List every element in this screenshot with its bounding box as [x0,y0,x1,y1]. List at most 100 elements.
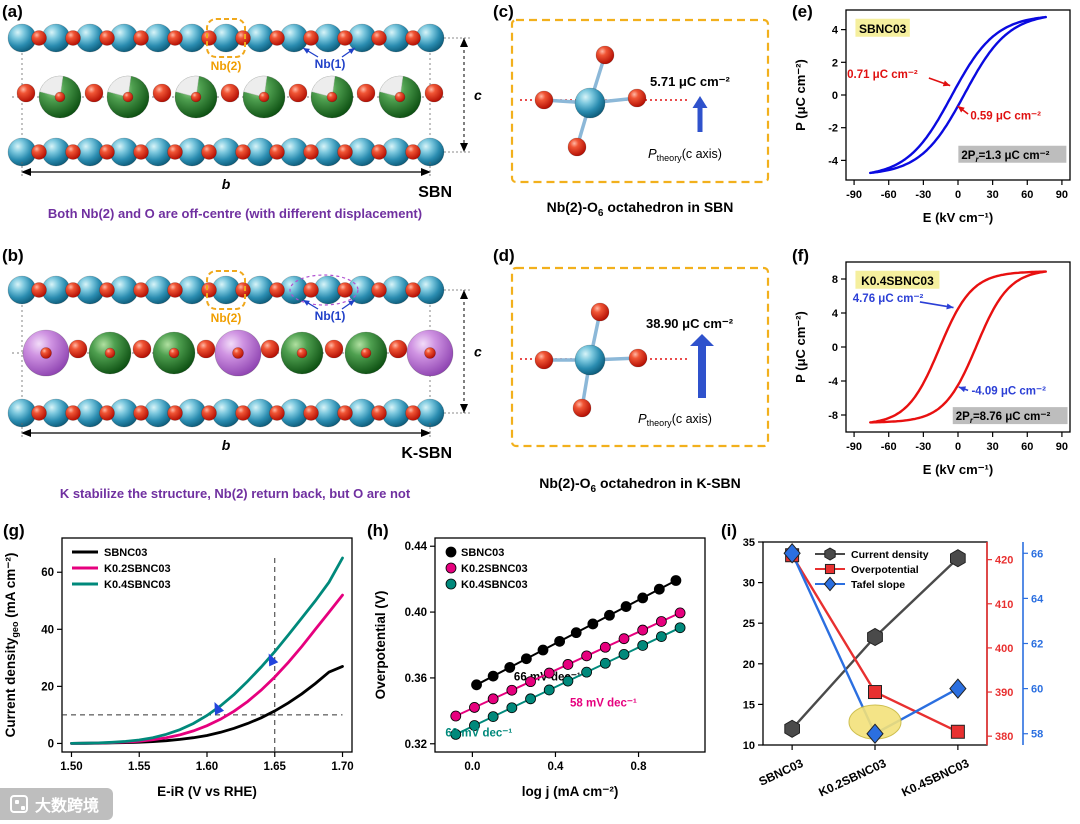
svg-text:62: 62 [1031,639,1043,651]
svg-text:E (kV cm⁻¹): E (kV cm⁻¹) [923,210,993,225]
svg-text:Both Nb(2) and O are off-centr: Both Nb(2) and O are off-centre (with di… [48,206,422,221]
svg-text:-8: -8 [828,410,838,422]
svg-text:0.8: 0.8 [631,761,648,773]
svg-text:0.4: 0.4 [547,761,564,773]
svg-text:-60: -60 [881,441,897,453]
svg-text:0.36: 0.36 [405,673,427,685]
svg-text:-60: -60 [881,189,897,201]
svg-text:0: 0 [48,738,54,750]
svg-text:Overpotential (V): Overpotential (V) [373,591,388,700]
svg-text:60: 60 [1021,189,1033,201]
comparison-chart: 10 15 20 25 30 35 380 390 400 410 420 58 60 62 64 66 SBN… [743,537,1044,800]
svg-text:0.32: 0.32 [405,739,427,751]
svg-text:P (μC cm⁻²): P (μC cm⁻²) [793,311,808,383]
svg-text:K-SBN: K-SBN [401,445,452,462]
svg-text:0: 0 [832,342,838,354]
panel-label-c: (c) [493,2,514,21]
svg-text:K0.4SBNC03: K0.4SBNC03 [899,756,971,800]
svg-text:SBNC03: SBNC03 [757,756,806,789]
svg-text:-30: -30 [915,189,931,201]
panel-label-f: (f) [792,246,809,265]
svg-text:90: 90 [1056,441,1068,453]
svg-text:400: 400 [995,643,1013,655]
svg-text:Ptheory(c axis): Ptheory(c axis) [638,411,712,428]
svg-text:38.90 μC cm⁻²: 38.90 μC cm⁻² [646,316,734,331]
svg-text:1.55: 1.55 [128,761,151,773]
svg-text:b: b [222,437,231,453]
svg-text:4.76 μC cm⁻²: 4.76 μC cm⁻² [853,293,924,305]
svg-text:64: 64 [1031,593,1044,605]
svg-text:60 mV dec⁻¹: 60 mV dec⁻¹ [445,727,512,739]
svg-text:-4.09 μC cm⁻²: -4.09 μC cm⁻² [971,386,1046,398]
svg-text:8: 8 [832,274,838,286]
svg-text:380: 380 [995,731,1013,743]
structure-diagram-sbn: Nb(2) Nb(1) c b SBN Both Nb(2) and O are off-… [7,18,482,221]
svg-text:60: 60 [1021,441,1033,453]
svg-text:20: 20 [41,681,54,693]
svg-text:SBNC03: SBNC03 [461,547,504,559]
panel-label-d: (d) [493,246,515,265]
octahedron-diagram-ksbn: 38.90 μC cm⁻² Ptheory(c axis) Nb(2)-O6 oct… [510,266,770,495]
svg-text:Current densitygeo (mA cm⁻²): Current densitygeo (mA cm⁻²) [3,553,20,738]
svg-text:Nb(2)-O6 octahedron in SBN: Nb(2)-O6 octahedron in SBN [547,199,734,219]
svg-text:log j (mA cm⁻²): log j (mA cm⁻²) [522,784,619,799]
svg-text:K0.4SBNC03: K0.4SBNC03 [861,274,934,288]
pe-loop-chart-sbnc03: -90 -60 -30 0 30 60 90 -4 -2 0 2 4 E (kV cm⁻¹) P (μC … [793,9,1071,225]
svg-text:2Pr=8.76 μC cm⁻²: 2Pr=8.76 μC cm⁻² [956,411,1051,425]
svg-text:30: 30 [987,189,999,201]
svg-text:K0.2SBNC03: K0.2SBNC03 [104,563,171,575]
svg-text:15: 15 [743,699,755,711]
svg-text:E (kV cm⁻¹): E (kV cm⁻¹) [923,462,993,477]
tafel-chart: 0.0 0.4 0.8 0.32 0.36 0.40 0.44 log j (mA cm⁻²)… [373,537,706,799]
svg-text:1.50: 1.50 [60,761,82,773]
pe-loop-chart-k04sbnc03: -90 -60 -30 0 30 60 90 -8 -4 0 4 8 E (kV cm⁻¹) P (μC … [793,261,1071,477]
svg-text:20: 20 [743,659,755,671]
svg-text:58 mV dec⁻¹: 58 mV dec⁻¹ [570,698,637,710]
svg-text:4: 4 [832,25,839,37]
svg-text:410: 410 [995,599,1013,611]
svg-text:0.44: 0.44 [405,541,428,553]
svg-text:-2: -2 [828,123,838,135]
panel-label-a: (a) [2,2,23,21]
svg-text:SBNC03: SBNC03 [859,22,907,36]
svg-text:Overpotential: Overpotential [851,564,919,576]
structure-diagram-ksbn: Nb(2) Nb(1) c b K-SBN K stabilize the structu… [7,270,482,501]
svg-text:5.71 μC cm⁻²: 5.71 μC cm⁻² [650,74,731,89]
svg-text:E-iR (V vs RHE): E-iR (V vs RHE) [157,784,257,799]
svg-text:2Pr=1.3 μC cm⁻²: 2Pr=1.3 μC cm⁻² [961,150,1049,164]
lsv-curve [70,556,344,745]
svg-text:1.65: 1.65 [264,761,287,773]
svg-text:40: 40 [41,624,54,636]
svg-text:35: 35 [743,537,755,549]
svg-text:Tafel slope: Tafel slope [851,579,905,591]
svg-text:1.70: 1.70 [331,761,353,773]
hysteresis-loop [869,15,1047,175]
svg-text:K0.4SBNC03: K0.4SBNC03 [461,579,528,591]
svg-text:c: c [474,87,482,103]
svg-text:-4: -4 [828,155,839,167]
svg-text:Nb(2)-O6 octahedron in K-SBN: Nb(2)-O6 octahedron in K-SBN [539,475,741,495]
panel-label-h: (h) [367,521,389,540]
svg-text:1.60: 1.60 [196,761,218,773]
svg-text:0: 0 [955,441,961,453]
svg-text:K0.2SBNC03: K0.2SBNC03 [816,756,888,800]
svg-text:60: 60 [1031,684,1043,696]
svg-text:K0.4SBNC03: K0.4SBNC03 [104,579,171,591]
svg-text:P (μC cm⁻²): P (μC cm⁻²) [793,59,808,131]
svg-text:4: 4 [832,308,839,320]
svg-text:30: 30 [743,578,755,590]
svg-text:2: 2 [832,57,838,69]
svg-text:66: 66 [1031,548,1043,560]
svg-text:0.59 μC cm⁻²: 0.59 μC cm⁻² [970,111,1041,123]
lsv-chart: 1.50 1.55 1.60 1.65 1.70 0 20 40 60 E-iR (V vs RH… [3,537,354,799]
svg-text:-90: -90 [846,189,862,201]
panel-label-i: (i) [721,521,738,540]
octahedron-diagram-sbn: 5.71 μC cm⁻² Ptheory(c axis) Nb(2)-O6 octa… [510,18,770,219]
svg-text:SBNC03: SBNC03 [104,547,147,559]
svg-text:0.40: 0.40 [405,607,427,619]
svg-text:90: 90 [1056,189,1068,201]
svg-text:0: 0 [955,189,961,201]
svg-text:60: 60 [41,567,54,579]
svg-text:K0.2SBNC03: K0.2SBNC03 [461,563,528,575]
